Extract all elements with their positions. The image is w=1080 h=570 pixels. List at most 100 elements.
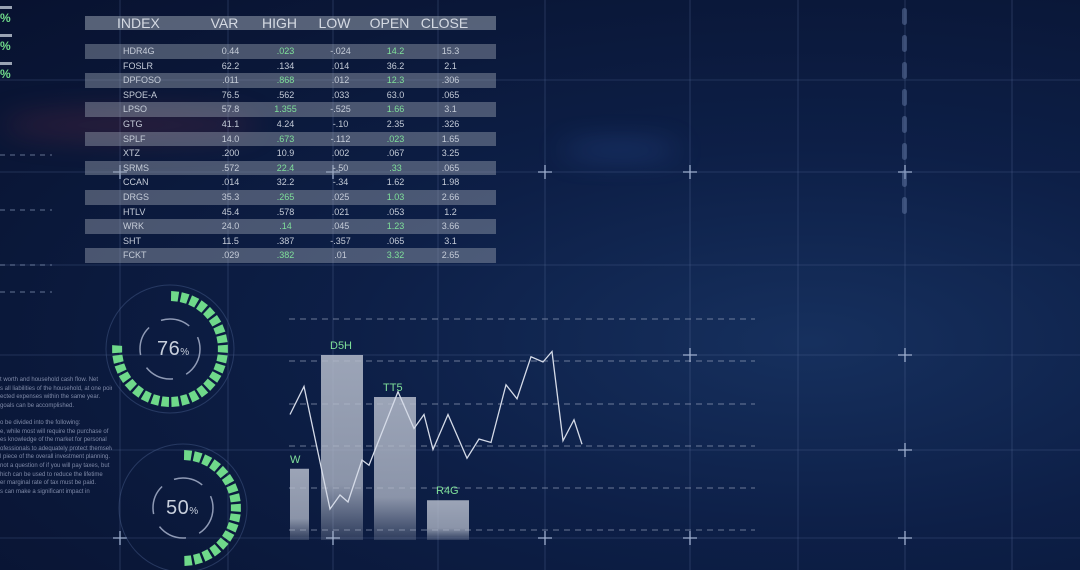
gauge-segment <box>203 306 216 320</box>
gauge-segment <box>170 291 180 302</box>
gauge-segment <box>150 394 161 406</box>
cell-open: .053 <box>386 206 405 217</box>
line-series <box>289 349 583 511</box>
cell-open: .067 <box>386 148 405 159</box>
cell-low: -.112 <box>330 133 351 144</box>
gauge-segment <box>188 390 200 403</box>
cell-low: -.34 <box>332 177 349 188</box>
cell-var: .014 <box>221 177 240 188</box>
gauge-segment <box>216 465 229 479</box>
gauge-unit: % <box>180 347 190 358</box>
side-percent: % <box>0 11 11 25</box>
cell-close: .065 <box>441 162 460 173</box>
cell-var: 62.2 <box>221 60 240 71</box>
cell-high: .382 <box>276 250 295 261</box>
cell-var: 35.3 <box>221 191 240 202</box>
crosshair-icon <box>898 443 912 457</box>
cell-open: .33 <box>389 162 402 173</box>
gauge-segment <box>160 396 170 407</box>
dash-marker <box>902 197 907 214</box>
cell-var: .572 <box>221 162 240 173</box>
side-tag <box>0 34 12 37</box>
table-row: SPLF 14.0 .673 -.112 .023 1.65 <box>85 131 496 147</box>
text-line: er marginal rate of tax must be paid. <box>0 480 97 487</box>
gauge-segment <box>216 334 228 344</box>
table-row: FCKT .029 .382 .01 3.32 2.65 <box>85 248 496 263</box>
text-line: ected expenses within the same year. <box>0 394 101 401</box>
crosshair-icon <box>538 531 552 545</box>
table-row: LPSO 57.8 1.355 -.525 1.66 3.1 <box>85 102 496 117</box>
cell-low: .033 <box>331 89 350 100</box>
gauge-segment <box>193 553 203 565</box>
cell-index: DRGS <box>123 191 150 202</box>
cell-low: .012 <box>331 75 350 86</box>
gauge-segment <box>209 544 222 557</box>
gauge-segment <box>216 354 228 364</box>
header-high: HIGH <box>262 15 297 31</box>
cell-close: 3.1 <box>444 235 457 246</box>
gauge-outer-ring <box>105 284 235 414</box>
gauge-segment <box>180 394 190 406</box>
cell-low: -.525 <box>330 104 351 115</box>
table-body: HDR4G 0.44 .023 -.024 14.2 15.3 FOSLR 62.2 .134.… <box>85 44 496 263</box>
cell-close: 1.2 <box>444 206 457 217</box>
bar-d5h <box>321 355 363 540</box>
gauge-segment <box>184 555 193 566</box>
cell-open: 1.03 <box>386 191 405 202</box>
cell-var: 45.4 <box>221 206 240 217</box>
cell-low: .025 <box>331 191 350 202</box>
cell-open: .023 <box>386 133 405 144</box>
cell-index: SPLF <box>123 133 146 144</box>
cell-open: 36.2 <box>386 60 405 71</box>
cell-high: 32.2 <box>276 177 295 188</box>
dash-marker <box>902 116 907 133</box>
gauge-segment <box>209 371 222 383</box>
text-line: s can make a significant impact in <box>0 488 90 495</box>
gauge-segment <box>222 530 235 542</box>
gauge-segment <box>213 324 226 335</box>
gauge-inner-ring <box>152 477 214 539</box>
table-row: DRGS 35.3 .265 .025 1.03 2.66 <box>85 189 496 205</box>
gauge-value: 50 <box>166 497 190 519</box>
dash-marker <box>902 35 907 52</box>
gauge-segment <box>226 483 239 494</box>
gauge-segment <box>112 354 124 364</box>
cell-var: .011 <box>222 75 239 86</box>
table-row: DPFOSO .011 .868 .012 12.3 .306 <box>85 73 496 88</box>
cell-close: 1.65 <box>441 133 460 144</box>
cell-var: .029 <box>221 250 240 261</box>
cell-var: 41.1 <box>221 118 240 129</box>
side-tag <box>0 62 12 65</box>
cell-low: -.10 <box>332 118 349 129</box>
cell-close: 2.66 <box>441 191 460 202</box>
header-close: CLOSE <box>420 15 469 31</box>
cell-var: 0.44 <box>221 46 240 56</box>
gauge-76-label: 76% <box>157 338 190 361</box>
table-row: GTG 41.1 4.24 -.10 2.35 .326 <box>85 117 496 132</box>
text-line: l piece of the overall investment planni… <box>0 454 111 461</box>
dash-marker <box>902 143 907 160</box>
cell-high: 10.9 <box>276 148 295 159</box>
cell-close: .306 <box>441 75 460 86</box>
table-row: FOSLR 62.2 .134 .014 36.2 2.1 <box>85 59 496 74</box>
gauge-segment <box>132 385 144 398</box>
side-percent: % <box>0 39 11 53</box>
text-line: ofessionals to adequately protect themse… <box>0 445 112 452</box>
gauge-segment <box>230 503 241 512</box>
dash-marker <box>902 62 907 79</box>
bar-label: W <box>290 453 301 466</box>
cell-var: 76.5 <box>221 89 240 100</box>
cell-var: 14.0 <box>221 133 240 144</box>
crosshair-icon <box>326 165 340 179</box>
gauge-segment <box>229 513 241 523</box>
cell-open: 1.62 <box>386 177 405 188</box>
cell-close: 3.25 <box>441 148 460 159</box>
cell-low: -.50 <box>332 162 349 173</box>
cell-index: FOSLR <box>123 60 154 71</box>
header-low: LOW <box>318 15 351 31</box>
crosshair-icon <box>898 348 912 362</box>
cell-var: 57.8 <box>221 104 240 115</box>
text-line: goals can be accomplished. <box>0 402 75 409</box>
gauge-50-label: 50% <box>166 497 199 520</box>
